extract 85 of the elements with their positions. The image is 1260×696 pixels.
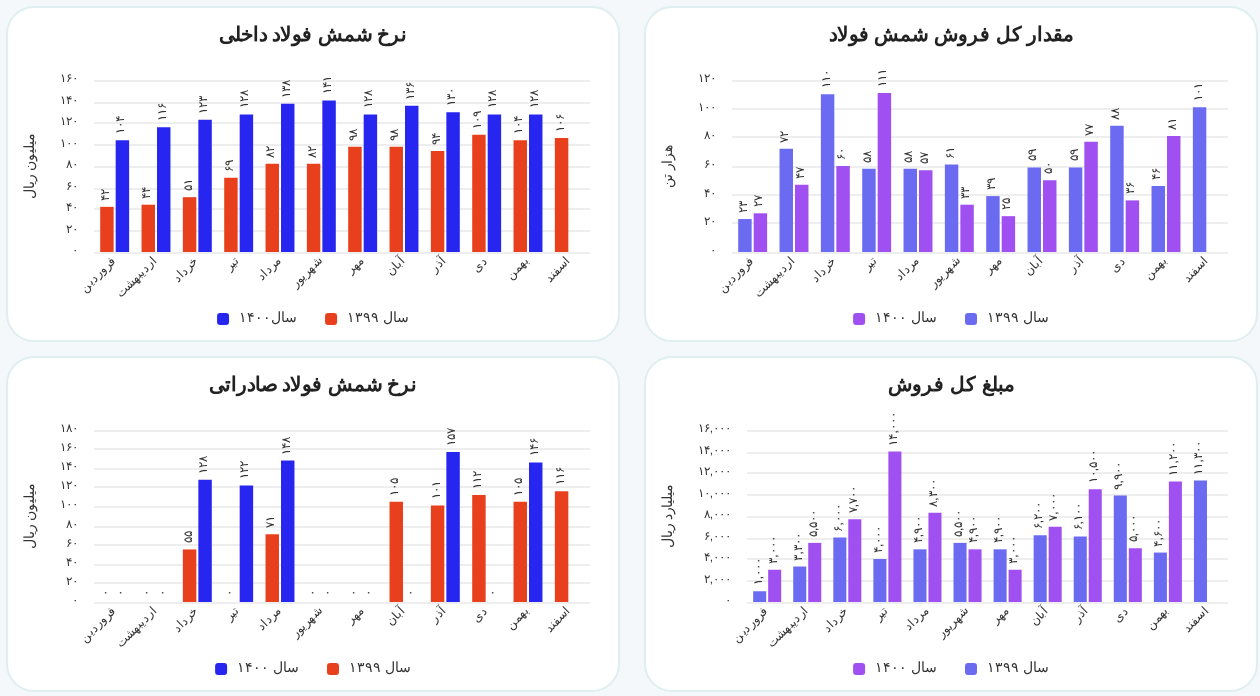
bar (1110, 125, 1124, 252)
chart-title: نرخ شمش فولاد صادراتی (208, 375, 418, 397)
bar (833, 537, 847, 602)
bar (405, 105, 419, 252)
bar (1113, 495, 1127, 602)
bar (115, 140, 130, 252)
bar (446, 112, 460, 252)
bar (1193, 480, 1207, 602)
bar (913, 549, 927, 602)
bar (363, 114, 378, 252)
bar (1167, 135, 1181, 252)
bar (1068, 167, 1083, 252)
bar (430, 150, 445, 252)
bar (1001, 216, 1016, 252)
bar (239, 114, 254, 252)
bar (554, 491, 569, 602)
bar (848, 519, 862, 602)
bar (768, 569, 782, 602)
bar (753, 213, 768, 252)
chart-title: نرخ شمش فولاد داخلی (218, 25, 408, 47)
bar (753, 591, 767, 602)
bar (919, 170, 933, 252)
bar (888, 451, 902, 602)
bar (348, 146, 362, 252)
bar (944, 164, 959, 252)
bar (472, 494, 486, 602)
bar (1008, 569, 1022, 602)
bar (1125, 200, 1140, 252)
bar (281, 103, 295, 252)
bar (389, 501, 403, 602)
bar (1192, 107, 1207, 252)
bar (198, 119, 212, 252)
bar (430, 505, 445, 602)
bar (513, 140, 527, 252)
bar (281, 460, 295, 602)
bar (1128, 548, 1142, 602)
bar (265, 534, 279, 602)
bar (793, 566, 807, 602)
bar (779, 148, 793, 252)
bar (862, 168, 876, 252)
bar (928, 512, 942, 602)
bar (306, 163, 321, 252)
bar (529, 462, 543, 602)
bar (960, 204, 974, 252)
bar (808, 542, 822, 602)
bar (100, 206, 114, 252)
bar (224, 177, 238, 252)
bar (198, 479, 212, 602)
bar (993, 549, 1007, 602)
bar (1043, 180, 1057, 252)
bar (903, 168, 917, 252)
bar (182, 197, 197, 252)
bar (968, 549, 982, 602)
bar (446, 451, 460, 602)
bar (1027, 167, 1041, 252)
bar (1151, 186, 1165, 252)
bar (529, 114, 543, 252)
chart-title: مبلغ کل فروش (888, 375, 1014, 397)
bar (836, 166, 850, 252)
bar (795, 184, 809, 252)
bar (182, 549, 197, 602)
bar (1088, 489, 1102, 602)
bar (820, 94, 835, 252)
bar (239, 485, 254, 602)
bar (1048, 526, 1062, 602)
bar (487, 114, 502, 252)
bar (265, 163, 279, 252)
bar (1073, 536, 1087, 602)
bar (141, 204, 155, 252)
bar (986, 196, 1000, 252)
bar (389, 146, 403, 252)
bar (513, 501, 527, 602)
bar (1084, 141, 1098, 252)
bar (157, 127, 171, 252)
bar (1033, 535, 1047, 602)
bar (472, 134, 486, 252)
bar (877, 92, 892, 252)
chart-title: مقدار کل فروش شمش فولاد (828, 25, 1074, 47)
bar (953, 542, 967, 602)
bar (1168, 481, 1182, 602)
bar (738, 219, 752, 252)
bar (873, 559, 887, 602)
bar (1153, 552, 1167, 602)
bar (554, 138, 569, 252)
bar (322, 100, 336, 252)
